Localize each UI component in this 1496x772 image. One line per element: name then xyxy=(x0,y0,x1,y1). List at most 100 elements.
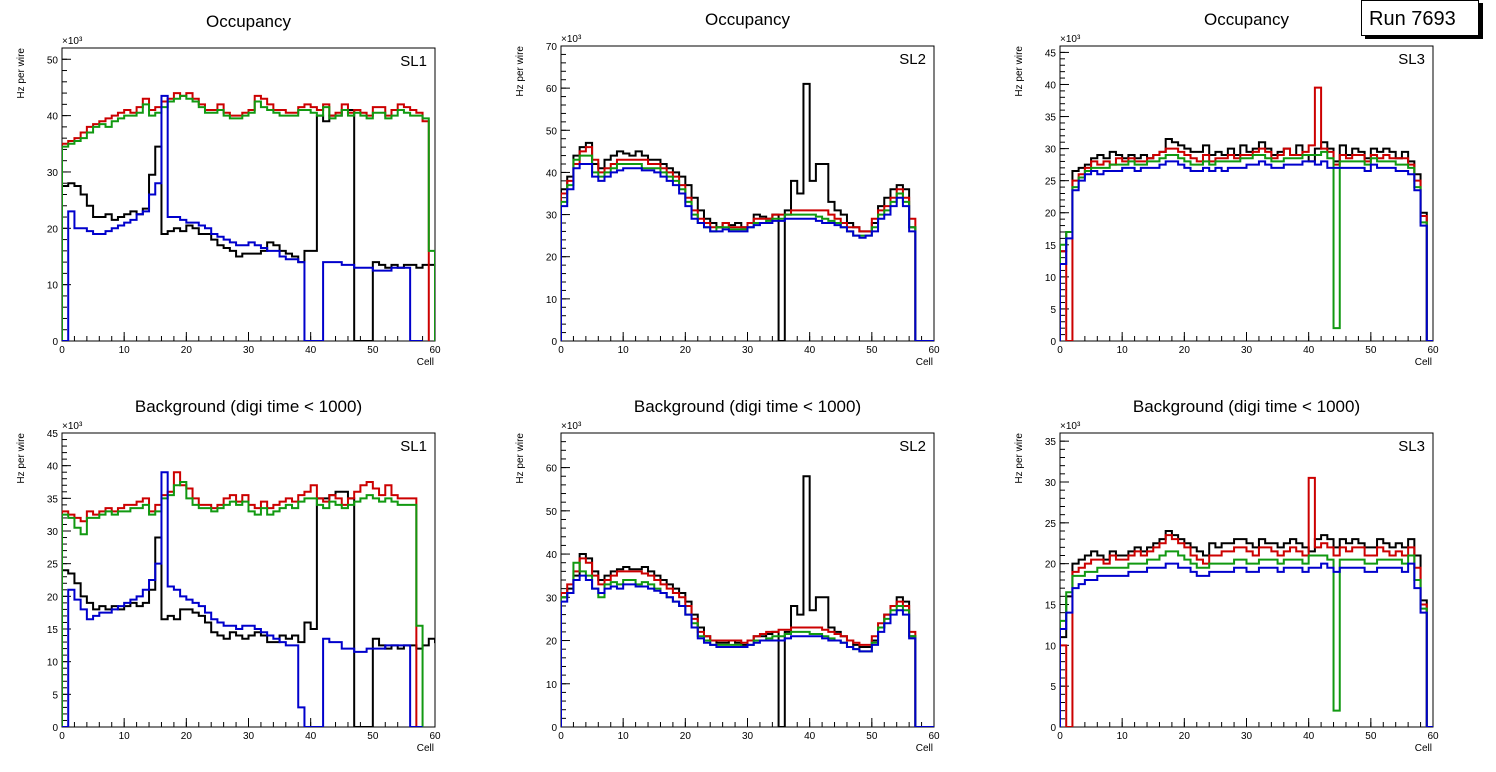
x-tick-label: 60 xyxy=(1427,345,1439,356)
x-axis-label: Cell xyxy=(916,743,933,754)
y-tick-label: 30 xyxy=(47,168,59,179)
chart-panel: Occupancy SL3 0 5 10 15 20 25 30 35 40 45 0 10 20 30 40 5… xyxy=(1014,10,1439,368)
x-tick-label: 30 xyxy=(243,731,255,742)
x-tick-label: 30 xyxy=(243,345,255,356)
superlayer-label: SL1 xyxy=(400,438,427,455)
x-tick-label: 0 xyxy=(558,731,564,742)
y-tick-label: 30 xyxy=(1045,478,1057,489)
x-tick-label: 30 xyxy=(1241,731,1253,742)
histogram-series-blue xyxy=(1060,562,1433,727)
y-tick-label: 0 xyxy=(1050,723,1056,734)
x-tick-label: 60 xyxy=(928,345,940,356)
run-label: Run 7693 xyxy=(1369,8,1456,30)
x-tick-label: 10 xyxy=(618,731,630,742)
histogram-series-black xyxy=(62,108,435,341)
histogram-series-green xyxy=(62,94,435,341)
y-tick-label: 40 xyxy=(546,550,558,561)
histogram-series-black xyxy=(561,475,934,727)
plot-frame xyxy=(61,432,436,728)
y-tick-label: 5 xyxy=(52,690,58,701)
y-tick-label: 10 xyxy=(546,680,558,691)
histogram-series-green xyxy=(1060,550,1433,727)
chart-title: Background (digi time < 1000) xyxy=(135,397,362,416)
y-tick-label: 40 xyxy=(47,462,59,473)
histogram-series-green xyxy=(1060,150,1433,341)
y-tick-label: 10 xyxy=(1045,641,1057,652)
histogram-series-red xyxy=(1060,476,1433,727)
y-tick-label: 20 xyxy=(546,253,558,264)
y-tick-label: 10 xyxy=(47,281,59,292)
x-tick-label: 40 xyxy=(1303,731,1315,742)
y-exponent-label: ×10³ xyxy=(561,34,582,45)
x-tick-label: 60 xyxy=(429,731,441,742)
x-tick-label: 50 xyxy=(367,345,379,356)
y-tick-label: 15 xyxy=(47,625,59,636)
plot-frame xyxy=(560,45,935,342)
x-tick-label: 0 xyxy=(558,345,564,356)
plot-frame xyxy=(61,47,436,342)
chart-panel: Background (digi time < 1000) SL2 0 10 20 30 4… xyxy=(515,397,940,754)
histogram-series-black xyxy=(62,490,435,727)
x-tick-label: 10 xyxy=(1117,345,1129,356)
y-tick-label: 50 xyxy=(546,126,558,137)
y-tick-label: 0 xyxy=(551,723,557,734)
y-tick-label: 25 xyxy=(47,560,59,571)
histogram-series-green xyxy=(561,154,934,341)
chart-title: Occupancy xyxy=(206,12,292,31)
x-tick-label: 50 xyxy=(1365,345,1377,356)
y-tick-label: 0 xyxy=(52,337,58,348)
y-tick-label: 35 xyxy=(1045,113,1057,124)
x-tick-label: 40 xyxy=(305,345,317,356)
y-tick-label: 30 xyxy=(546,211,558,222)
y-axis-label: Hz per wire xyxy=(16,48,27,99)
x-tick-label: 20 xyxy=(680,345,692,356)
y-tick-label: 60 xyxy=(546,464,558,475)
y-tick-label: 15 xyxy=(1045,241,1057,252)
x-axis-label: Cell xyxy=(417,357,434,368)
y-tick-label: 20 xyxy=(1045,560,1057,571)
y-tick-label: 5 xyxy=(1050,682,1056,693)
x-axis-label: Cell xyxy=(1415,357,1432,368)
chart-title: Background (digi time < 1000) xyxy=(634,397,861,416)
plot-frame xyxy=(1059,432,1434,728)
y-tick-label: 30 xyxy=(47,527,59,538)
x-axis-label: Cell xyxy=(916,357,933,368)
y-tick-label: 10 xyxy=(1045,273,1057,284)
x-tick-label: 0 xyxy=(1057,345,1063,356)
y-exponent-label: ×10³ xyxy=(1060,421,1081,432)
histogram-series-blue xyxy=(62,94,423,341)
x-tick-label: 20 xyxy=(181,731,193,742)
x-tick-label: 60 xyxy=(928,731,940,742)
x-tick-label: 10 xyxy=(119,731,131,742)
y-tick-label: 25 xyxy=(1045,519,1057,530)
x-tick-label: 20 xyxy=(181,345,193,356)
x-axis-label: Cell xyxy=(1415,743,1432,754)
y-tick-label: 25 xyxy=(1045,177,1057,188)
y-tick-label: 40 xyxy=(47,112,59,123)
histogram-series-blue xyxy=(1060,160,1433,341)
y-tick-label: 20 xyxy=(47,224,59,235)
x-tick-label: 10 xyxy=(1117,731,1129,742)
chart-panel: Background (digi time < 1000) SL3 0 5 10 15 20… xyxy=(1014,397,1439,754)
histogram-series-blue xyxy=(62,471,423,727)
y-axis-label: Hz per wire xyxy=(1014,46,1025,97)
x-tick-label: 30 xyxy=(742,345,754,356)
x-tick-label: 40 xyxy=(804,345,816,356)
y-tick-label: 0 xyxy=(52,723,58,734)
x-tick-label: 50 xyxy=(1365,731,1377,742)
chart-panel: Background (digi time < 1000) SL1 0 5 10 15 20… xyxy=(16,397,441,754)
y-tick-label: 50 xyxy=(47,55,59,66)
histogram-series-red xyxy=(1060,86,1433,341)
x-tick-label: 50 xyxy=(866,345,878,356)
y-tick-label: 30 xyxy=(1045,145,1057,156)
superlayer-label: SL2 xyxy=(899,51,926,68)
x-tick-label: 40 xyxy=(305,731,317,742)
chart-title: Occupancy xyxy=(705,10,791,29)
histogram-series-blue xyxy=(561,163,934,341)
x-tick-label: 60 xyxy=(429,345,441,356)
y-tick-label: 40 xyxy=(546,168,558,179)
chart-panel: Occupancy SL1 0 10 20 30 40 50 0 10 20 30 40 50 60Cell… xyxy=(16,12,441,368)
run-label-box: Run 7693 xyxy=(1361,0,1479,36)
x-tick-label: 60 xyxy=(1427,731,1439,742)
